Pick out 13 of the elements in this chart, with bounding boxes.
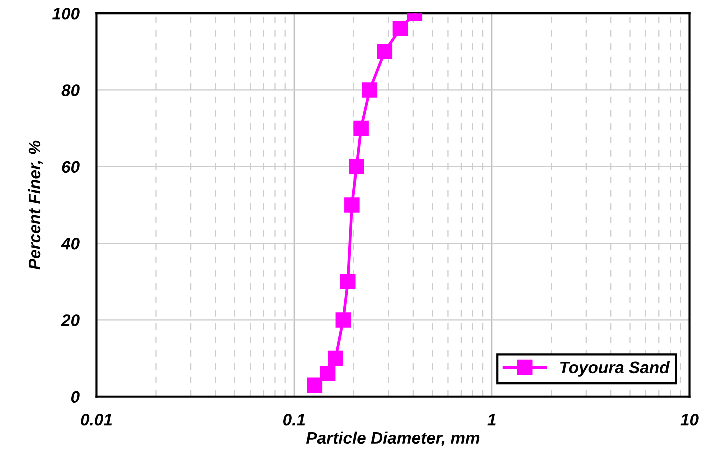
y-tick-label: 60 <box>62 161 80 174</box>
legend-label: Toyoura Sand <box>560 361 670 377</box>
y-tick-label: 80 <box>62 84 80 96</box>
x-tick-label: 10 <box>680 414 699 426</box>
x-tick-label: 1 <box>488 414 496 426</box>
y-tick-label: 40 <box>61 238 80 250</box>
x-tick-label: 0.01 <box>81 414 112 426</box>
y-tick-label: 0 <box>71 391 80 404</box>
y-tick-label: 100 <box>52 8 80 20</box>
y-tick-label: 20 <box>61 314 80 326</box>
y-axis-title: Percent Finer, % <box>28 140 44 270</box>
x-axis-title: Particle Diameter, mm <box>306 432 480 447</box>
x-tick-label: 0.1 <box>284 414 306 426</box>
